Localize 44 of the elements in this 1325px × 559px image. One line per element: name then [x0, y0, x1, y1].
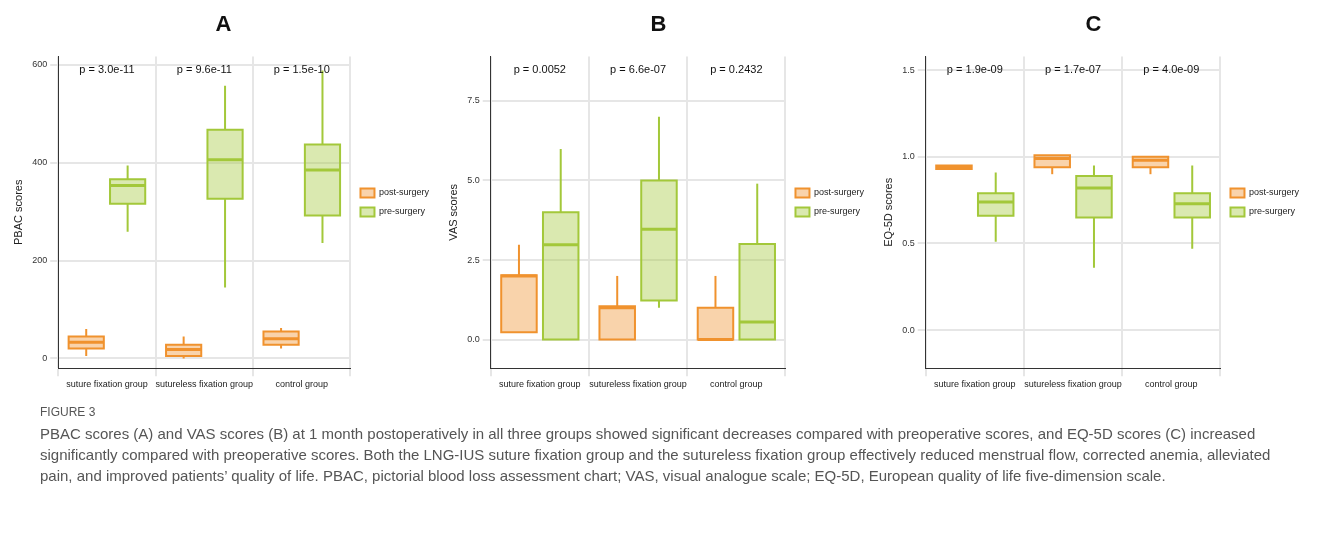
y-axis-title: PBAC scores	[11, 179, 24, 246]
x-tick-label: suture fixation group	[66, 379, 148, 390]
chart-title: B	[650, 11, 667, 37]
y-tick-label: 0.0	[902, 324, 915, 335]
x-tick-label: control group	[275, 379, 329, 390]
annotation: p = 4.0e-09	[1143, 63, 1200, 76]
legend-label: post-surgery	[813, 187, 865, 198]
legend-label: pre-surgery	[378, 206, 426, 217]
annotation: p = 1.7e-07	[1045, 63, 1102, 76]
y-tick-label: 200	[32, 255, 48, 265]
annotation: p = 9.6e-11	[176, 63, 232, 76]
annotation: p = 0.2432	[710, 63, 763, 76]
y-tick-label: 0.0	[467, 334, 480, 345]
legend-label: post-surgery	[1248, 187, 1300, 198]
x-tick-label: sutureless fixation group	[589, 379, 687, 390]
x-tick-label: suture fixation group	[499, 379, 581, 390]
y-tick-label: 400	[32, 157, 48, 168]
chart-title: C	[1085, 11, 1102, 37]
legend-label: pre-surgery	[813, 206, 861, 217]
y-axis-title: EQ-5D scores	[881, 177, 894, 247]
x-tick-label: control group	[710, 379, 763, 390]
annotation: p = 6.6e-07	[610, 63, 667, 76]
chart-title: A	[215, 11, 232, 37]
text: PBAC scores (A) and VAS scores (B) at 1 month postoperatively in all three groups showed significant decreases compared with preoperative scores, and EQ-5D scores (C) increased significantly compared with preoperative scores. Both the LNG-IUS suture fixation group and the sutureless fixation group effectively reduced menstrual flow, corrected anemia, alleviated pain, and improved patients’ quality of life. PBAC, pictorial blood loss assessment chart; VAS, visual analogue scale; EQ-5D, European quality of life five-dimension scale.	[40, 424, 1272, 486]
annotation: p = 1.9e-09	[946, 63, 1003, 76]
annotation: p = 3.0e-11	[79, 63, 135, 76]
y-tick-label: 1.0	[902, 151, 915, 162]
legend-label: pre-surgery	[1248, 206, 1296, 217]
y-axis-title: VAS scores	[446, 183, 459, 241]
y-tick-label: 5.0	[467, 174, 480, 185]
y-tick-label: 600	[32, 59, 48, 70]
x-tick-label: sutureless fixation group	[155, 379, 254, 390]
x-tick-label: sutureless fixation group	[1024, 379, 1122, 390]
x-tick-label: suture fixation group	[934, 379, 1016, 390]
legend-label: post-surgery	[378, 187, 430, 198]
caption: FIGURE 3	[40, 405, 97, 419]
annotation: p = 1.5e-10	[273, 63, 330, 76]
y-tick-label: 0	[42, 352, 48, 363]
y-tick-label: 1.5	[902, 64, 915, 75]
y-tick-label: 0.5	[902, 237, 915, 248]
annotation: p = 0.0052	[513, 63, 566, 76]
x-tick-label: control group	[1145, 379, 1198, 390]
y-tick-label: 7.5	[467, 95, 480, 106]
y-tick-label: 2.5	[467, 254, 480, 265]
